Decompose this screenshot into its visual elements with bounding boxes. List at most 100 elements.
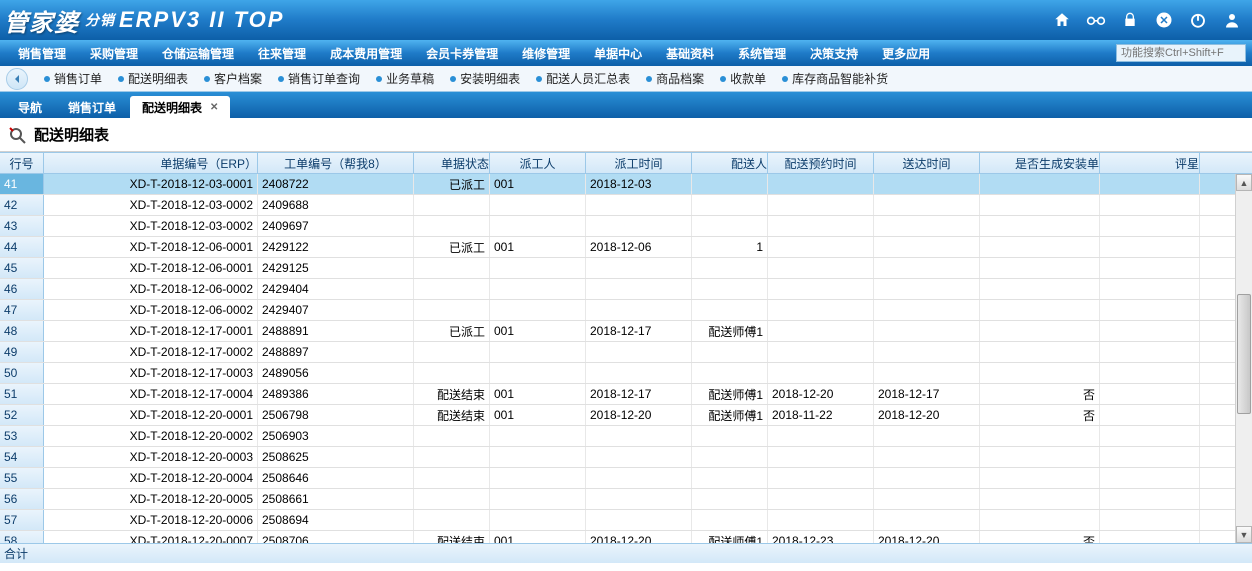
table-row[interactable]: 56XD-T-2018-12-20-00052508661	[0, 489, 1252, 510]
cell	[1100, 468, 1200, 488]
column-header[interactable]: 配送预约时间	[768, 153, 874, 173]
cell	[768, 342, 874, 362]
column-header[interactable]: 评星	[1100, 153, 1200, 173]
scroll-down-icon[interactable]: ▼	[1236, 526, 1252, 543]
quicklink-item[interactable]: 库存商品智能补货	[774, 70, 896, 87]
quicklink-item[interactable]: 配送人员汇总表	[528, 70, 638, 87]
cell: 2508661	[258, 489, 414, 509]
close-icon[interactable]: ✕	[210, 102, 218, 113]
cell: 2508646	[258, 468, 414, 488]
cell	[874, 489, 980, 509]
table-row[interactable]: 54XD-T-2018-12-20-00032508625	[0, 447, 1252, 468]
scroll-up-icon[interactable]: ▲	[1236, 174, 1252, 191]
lock-icon[interactable]	[1120, 10, 1140, 30]
column-header[interactable]: 派工时间	[586, 153, 692, 173]
home-icon[interactable]	[1052, 10, 1072, 30]
cell	[1100, 216, 1200, 236]
menu-item[interactable]: 系统管理	[728, 45, 796, 62]
column-header[interactable]: 行号	[0, 153, 44, 173]
table-row[interactable]: 55XD-T-2018-12-20-00042508646	[0, 468, 1252, 489]
cell: 2508625	[258, 447, 414, 467]
table-row[interactable]: 45XD-T-2018-12-06-00012429125	[0, 258, 1252, 279]
function-search-input[interactable]	[1116, 44, 1246, 62]
cell	[980, 489, 1100, 509]
column-header[interactable]: 派工人	[490, 153, 586, 173]
cell	[586, 468, 692, 488]
menu-item[interactable]: 更多应用	[872, 45, 940, 62]
cell: 001	[490, 237, 586, 257]
back-icon[interactable]	[6, 68, 28, 90]
tab-导航[interactable]: 导航	[6, 96, 54, 118]
vertical-scrollbar[interactable]: ▲ ▼	[1235, 174, 1252, 543]
quicklink-item[interactable]: 安装明细表	[442, 70, 528, 87]
cell	[490, 216, 586, 236]
quicklink-item[interactable]: 业务草稿	[368, 70, 442, 87]
quicklink-item[interactable]: 商品档案	[638, 70, 712, 87]
column-header[interactable]: 工单编号（帮我8）	[258, 153, 414, 173]
cell: 55	[0, 468, 44, 488]
column-header[interactable]: 是否生成安装单	[980, 153, 1100, 173]
menu-item[interactable]: 销售管理	[8, 45, 76, 62]
power-icon[interactable]	[1188, 10, 1208, 30]
cell: 2488897	[258, 342, 414, 362]
cell: 否	[980, 405, 1100, 425]
menu-item[interactable]: 会员卡券管理	[416, 45, 508, 62]
cell	[490, 468, 586, 488]
menu-item[interactable]: 基础资料	[656, 45, 724, 62]
quicklink-item[interactable]: 客户档案	[196, 70, 270, 87]
cell	[414, 468, 490, 488]
cell: XD-T-2018-12-17-0004	[44, 384, 258, 404]
menu-item[interactable]: 单据中心	[584, 45, 652, 62]
cell	[980, 321, 1100, 341]
menu-item[interactable]: 仓储运输管理	[152, 45, 244, 62]
menu-item[interactable]: 成本费用管理	[320, 45, 412, 62]
column-header[interactable]: 配送人	[692, 153, 768, 173]
menu-item[interactable]: 往来管理	[248, 45, 316, 62]
cell	[414, 195, 490, 215]
cell: 1	[692, 237, 768, 257]
menu-item[interactable]: 决策支持	[800, 45, 868, 62]
column-header[interactable]: 单据状态	[414, 153, 490, 173]
table-row[interactable]: 49XD-T-2018-12-17-00022488897	[0, 342, 1252, 363]
quicklink-item[interactable]: 配送明细表	[110, 70, 196, 87]
cell	[874, 237, 980, 257]
table-row[interactable]: 46XD-T-2018-12-06-00022429404	[0, 279, 1252, 300]
glasses-icon[interactable]	[1086, 10, 1106, 30]
cell	[874, 195, 980, 215]
quicklink-item[interactable]: 销售订单	[36, 70, 110, 87]
cell	[490, 489, 586, 509]
table-row[interactable]: 48XD-T-2018-12-17-00012488891已派工0012018-…	[0, 321, 1252, 342]
column-header[interactable]: 单据编号（ERP）	[44, 153, 258, 173]
table-row[interactable]: 52XD-T-2018-12-20-00012506798配送结束0012018…	[0, 405, 1252, 426]
menu-item[interactable]: 维修管理	[512, 45, 580, 62]
table-row[interactable]: 43XD-T-2018-12-03-00022409697	[0, 216, 1252, 237]
scroll-thumb[interactable]	[1237, 294, 1251, 414]
table-row[interactable]: 51XD-T-2018-12-17-00042489386配送结束0012018…	[0, 384, 1252, 405]
content-title-bar: 配送明细表	[0, 118, 1252, 152]
cell: 已派工	[414, 237, 490, 257]
column-header[interactable]: 送达时间	[874, 153, 980, 173]
cell	[874, 447, 980, 467]
cell	[874, 363, 980, 383]
table-row[interactable]: 50XD-T-2018-12-17-00032489056	[0, 363, 1252, 384]
cell	[490, 300, 586, 320]
table-row[interactable]: 42XD-T-2018-12-03-00022409688	[0, 195, 1252, 216]
cell: XD-T-2018-12-03-0002	[44, 195, 258, 215]
cell: 配送结束	[414, 384, 490, 404]
table-row[interactable]: 44XD-T-2018-12-06-00012429122已派工0012018-…	[0, 237, 1252, 258]
close-circle-icon[interactable]	[1154, 10, 1174, 30]
user-icon[interactable]	[1222, 10, 1242, 30]
menu-item[interactable]: 采购管理	[80, 45, 148, 62]
cell	[874, 300, 980, 320]
cell	[586, 510, 692, 530]
quicklink-item[interactable]: 收款单	[712, 70, 774, 87]
tab-销售订单[interactable]: 销售订单	[56, 96, 128, 118]
table-row[interactable]: 47XD-T-2018-12-06-00022429407	[0, 300, 1252, 321]
table-row[interactable]: 53XD-T-2018-12-20-00022506903	[0, 426, 1252, 447]
cell	[692, 426, 768, 446]
quicklink-item[interactable]: 销售订单查询	[270, 70, 368, 87]
table-row[interactable]: 41XD-T-2018-12-03-00012408722已派工0012018-…	[0, 174, 1252, 195]
tab-配送明细表[interactable]: 配送明细表✕	[130, 96, 230, 118]
table-row[interactable]: 57XD-T-2018-12-20-00062508694	[0, 510, 1252, 531]
cell	[980, 300, 1100, 320]
